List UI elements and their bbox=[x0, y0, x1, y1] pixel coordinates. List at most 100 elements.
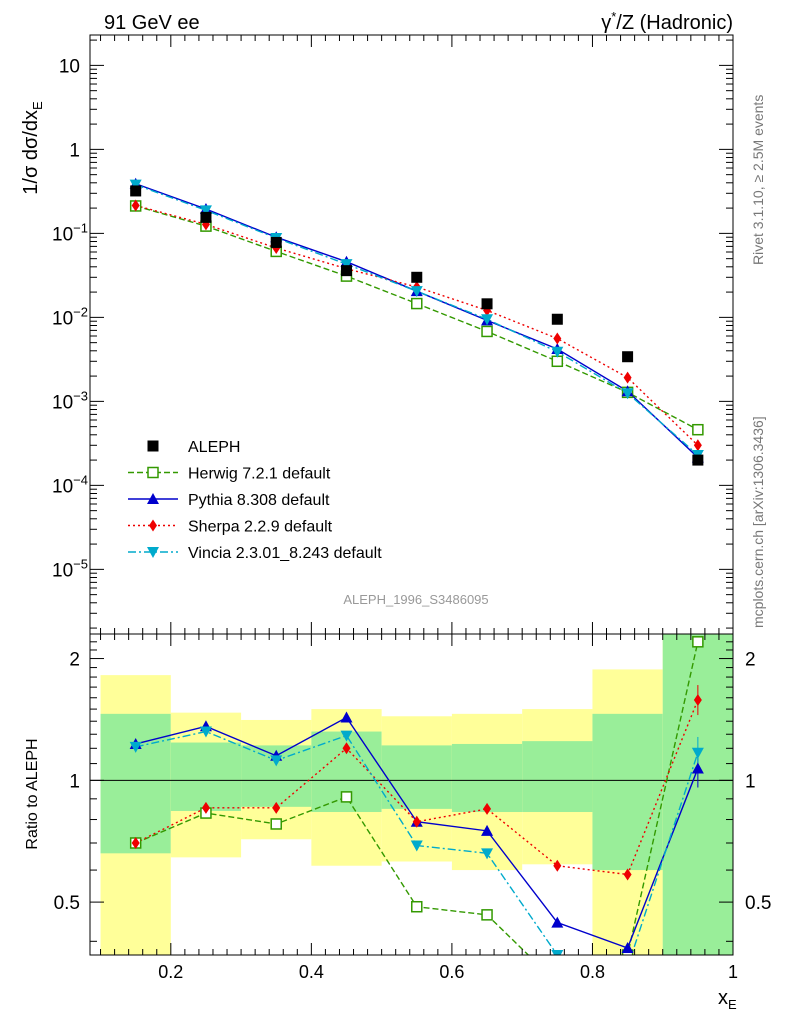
ratio-2-point-6 bbox=[553, 859, 562, 872]
ratio-frame bbox=[89, 633, 734, 956]
legend-label-4: Vincia 2.3.01_8.243 default bbox=[188, 545, 382, 562]
legend-label-1: Herwig 7.2.1 default bbox=[188, 466, 331, 483]
legend-label-3: Sherpa 2.2.9 default bbox=[188, 519, 333, 536]
ratio-3-point-4 bbox=[410, 840, 423, 852]
data-point-6 bbox=[551, 313, 563, 325]
ratio-2-point-0 bbox=[131, 836, 140, 849]
green-band-7 bbox=[592, 713, 663, 871]
ratio-0-point-3 bbox=[340, 791, 353, 803]
series-line-2 bbox=[135, 204, 699, 446]
ratio-3-point-8 bbox=[691, 747, 704, 759]
ratio-0-point-5 bbox=[481, 909, 493, 921]
ratio-y-tick-label-2: 2 bbox=[69, 650, 80, 671]
green-band-0 bbox=[100, 713, 171, 854]
series-3-point-3 bbox=[340, 259, 353, 271]
legend-label-0: ALEPH bbox=[188, 439, 240, 456]
ratio-0-point-8 bbox=[692, 636, 704, 648]
ratio-panel bbox=[129, 636, 704, 955]
series-0-point-8 bbox=[692, 423, 704, 436]
data-point-1 bbox=[200, 211, 212, 223]
ratio-3-point-2 bbox=[270, 755, 283, 767]
x-tick-label-3: 0.8 bbox=[580, 962, 605, 982]
data-point-3 bbox=[340, 265, 352, 277]
rivet-label: Rivet 3.1.10, ≥ 2.5M events bbox=[750, 95, 766, 265]
ratio-y-tick-label-0: 0.5 bbox=[54, 893, 80, 914]
series-3-point-6 bbox=[551, 346, 564, 358]
legend-marker-3 bbox=[149, 519, 157, 532]
series-0-point-5 bbox=[481, 325, 493, 338]
data-point-4 bbox=[411, 271, 423, 283]
top-y-tick-label-0: 10 bbox=[59, 56, 80, 77]
green-band-1 bbox=[170, 742, 242, 811]
ratio-y-tick-label-1: 1 bbox=[69, 771, 80, 792]
data-point-5 bbox=[481, 298, 493, 310]
series-2-point-6 bbox=[553, 332, 562, 345]
ratio-1-point-6 bbox=[551, 916, 564, 928]
x-tick-label-4: 1 bbox=[728, 962, 738, 982]
green-band-5 bbox=[451, 743, 523, 813]
ratio-3-point-6 bbox=[551, 950, 564, 955]
data-point-0 bbox=[130, 185, 142, 197]
series-2-point-8 bbox=[693, 439, 702, 452]
green-band-4 bbox=[381, 745, 452, 809]
ratio-2-point-3 bbox=[342, 742, 351, 755]
header-left: 91 GeV ee bbox=[104, 12, 200, 34]
ratio-3-point-1 bbox=[199, 726, 212, 738]
legend-marker-2 bbox=[147, 493, 159, 504]
axes: 0.2 0.4 0.6 0.8 1 10 1 10−1 10−2 10−3 10−4 10−5 0.5 0… bbox=[52, 35, 771, 982]
ratio-1-point-8 bbox=[691, 762, 704, 774]
series-3-point-4 bbox=[410, 286, 423, 298]
x-tick-label-0: 0.2 bbox=[158, 962, 183, 982]
analysis-id: ALEPH_1996_S3486095 bbox=[343, 592, 488, 607]
ratio-0-point-2 bbox=[270, 818, 282, 830]
ratio-3-point-3 bbox=[340, 730, 353, 742]
ratio-2-point-1 bbox=[201, 801, 210, 814]
series-3-point-0 bbox=[129, 179, 142, 191]
x-axis-label: xE bbox=[718, 987, 737, 1012]
top-y-tick-label-4: 10−3 bbox=[52, 388, 88, 413]
ratio-1-point-3 bbox=[340, 711, 353, 723]
legend-label-2: Pythia 8.308 default bbox=[188, 492, 330, 509]
header-right: γ*/Z (Hadronic) bbox=[601, 9, 733, 34]
series-0-point-6 bbox=[551, 355, 564, 368]
green-band-6 bbox=[522, 741, 593, 813]
legend: ALEPH Herwig 7.2.1 default Pythia 8.308 de… bbox=[128, 439, 382, 562]
legend-marker-0 bbox=[147, 440, 159, 452]
ratio-1-point-5 bbox=[481, 824, 494, 836]
top-ylabel: 1/σ dσ/dxE bbox=[20, 101, 45, 195]
legend-marker-4 bbox=[147, 547, 159, 558]
data-point-7 bbox=[622, 351, 634, 363]
ratio-2-point-8 bbox=[693, 693, 702, 706]
ratio-0-point-4 bbox=[411, 900, 423, 913]
series-3-point-1 bbox=[199, 205, 212, 217]
ratio-2-point-2 bbox=[272, 801, 281, 814]
mcplots-label: mcplots.cern.ch [arXiv:1306.3436] bbox=[750, 416, 766, 628]
x-tick-label-1: 0.4 bbox=[299, 962, 324, 982]
series-3-point-5 bbox=[481, 314, 494, 326]
top-y-tick-label-6: 10−5 bbox=[52, 556, 88, 581]
ratio-2-point-5 bbox=[483, 802, 492, 815]
ratio-line-2 bbox=[135, 699, 699, 876]
ratio-2-point-7 bbox=[623, 868, 632, 881]
top-y-tick-label-5: 10−4 bbox=[52, 472, 88, 497]
green-band-8 bbox=[662, 634, 733, 955]
legend-marker-1 bbox=[147, 466, 159, 479]
top-y-tick-label-2: 10−1 bbox=[52, 220, 88, 245]
ratio-y-tick-label-right-0: 0.5 bbox=[745, 893, 771, 914]
x-tick-label-2: 0.6 bbox=[439, 962, 464, 982]
ratio-1-point-7 bbox=[621, 942, 634, 954]
series-3-point-7 bbox=[621, 388, 634, 400]
top-panel bbox=[129, 177, 704, 466]
top-y-tick-label-3: 10−2 bbox=[52, 304, 88, 329]
ratio-series-group bbox=[129, 636, 704, 955]
series-2-point-7 bbox=[623, 371, 632, 384]
ratio-3-point-0 bbox=[129, 741, 142, 753]
ratio-ylabel: Ratio to ALEPH bbox=[24, 738, 41, 849]
data-point-8 bbox=[692, 454, 704, 466]
series-0-point-4 bbox=[411, 297, 423, 310]
ratio-3-point-5 bbox=[481, 848, 494, 860]
data-point-2 bbox=[270, 236, 282, 248]
ratio-y-tick-label-right-2: 2 bbox=[745, 650, 756, 671]
series-2-point-0 bbox=[131, 199, 140, 212]
